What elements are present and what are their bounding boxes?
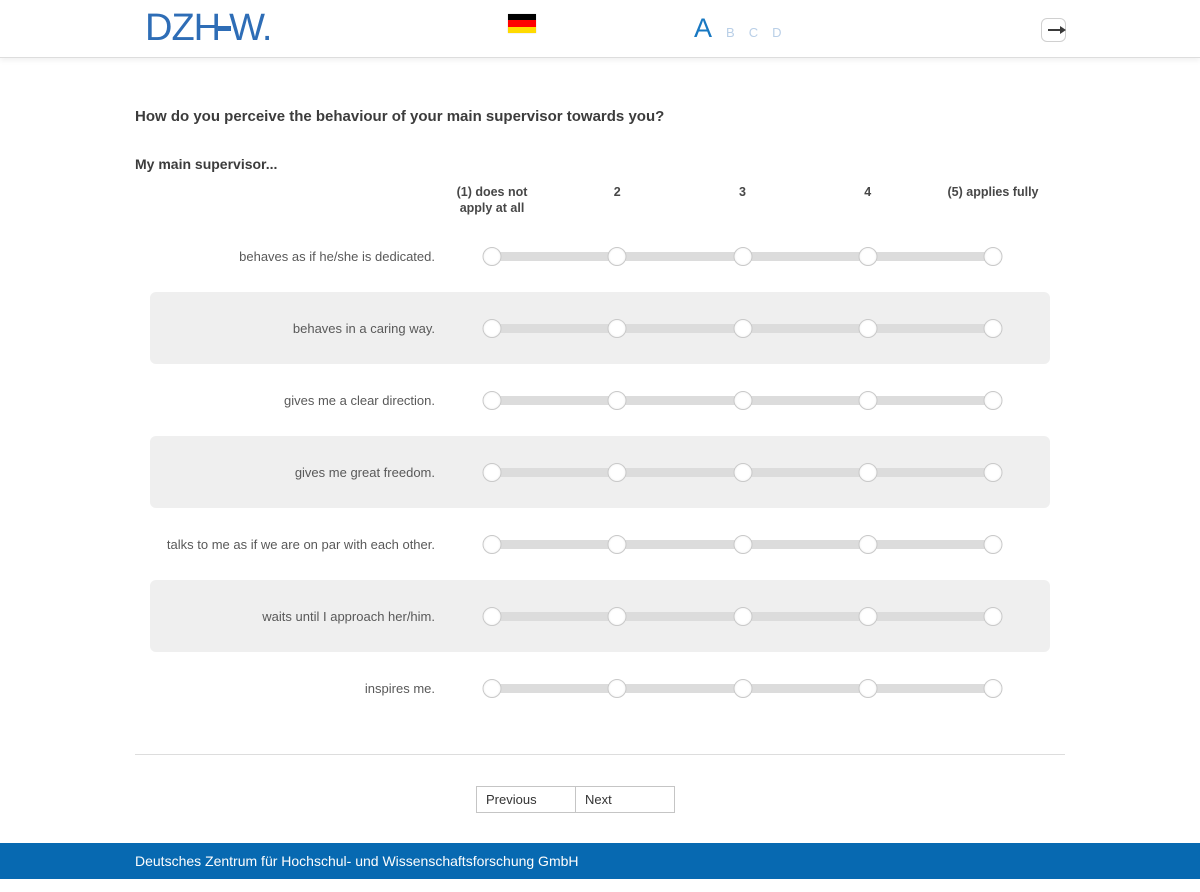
previous-button[interactable]: Previous	[476, 786, 576, 813]
scale-label-1: (1) does not apply at all	[456, 185, 528, 215]
scale-option-2[interactable]	[607, 463, 627, 482]
scale-option-1[interactable]	[482, 679, 502, 698]
section-tab-c[interactable]: C	[748, 25, 759, 40]
scale-option-5[interactable]	[983, 463, 1003, 482]
scale-option-2[interactable]	[607, 391, 627, 410]
scale-label-5: (5) applies fully	[947, 185, 1039, 199]
scale-option-4[interactable]	[858, 679, 878, 698]
scale-option-3[interactable]	[733, 463, 752, 482]
item-row: waits until I approach her/him.	[150, 580, 1050, 652]
item-row: inspires me.	[150, 652, 1050, 724]
rating-slider	[482, 607, 1003, 626]
flag-stripe-red	[508, 20, 536, 27]
content-divider	[135, 754, 1065, 755]
scale-option-3[interactable]	[733, 535, 752, 554]
scale-label-3: 3	[739, 185, 746, 199]
exit-arrow-icon	[1047, 26, 1066, 34]
logo-text-right: W.	[229, 7, 272, 49]
logo-dash	[218, 26, 232, 31]
item-label: gives me great freedom.	[294, 464, 435, 480]
dzhw-logo: DZH W.	[145, 6, 272, 50]
scale-option-3[interactable]	[733, 319, 752, 338]
scale-option-3[interactable]	[733, 391, 752, 410]
rating-slider	[482, 319, 1003, 338]
scale-option-2[interactable]	[607, 319, 627, 338]
scale-option-5[interactable]	[983, 607, 1003, 626]
scale-option-1[interactable]	[482, 535, 502, 554]
scale-option-1[interactable]	[482, 607, 502, 626]
rating-slider	[482, 679, 1003, 698]
german-flag-icon[interactable]	[508, 14, 536, 33]
item-matrix: behaves as if he/she is dedicated. behave…	[0, 220, 1200, 724]
next-button[interactable]: Next	[575, 786, 675, 813]
item-label: behaves as if he/she is dedicated.	[239, 248, 435, 264]
question-intro: My main supervisor...	[135, 156, 278, 172]
scale-option-2[interactable]	[607, 607, 627, 626]
item-row: behaves in a caring way.	[150, 292, 1050, 364]
scale-option-2[interactable]	[607, 247, 627, 266]
scale-option-3[interactable]	[733, 247, 752, 266]
item-row: gives me a clear direction.	[150, 364, 1050, 436]
scale-option-2[interactable]	[607, 679, 627, 698]
item-row: talks to me as if we are on par with eac…	[150, 508, 1050, 580]
scale-label-4: 4	[864, 185, 872, 199]
scale-option-1[interactable]	[482, 319, 502, 338]
scale-option-1[interactable]	[482, 247, 502, 266]
scale-option-1[interactable]	[482, 391, 502, 410]
rating-slider	[482, 535, 1003, 554]
scale-option-5[interactable]	[983, 319, 1003, 338]
nav-buttons: Previous Next	[476, 786, 675, 813]
rating-slider	[482, 247, 1003, 266]
scale-option-5[interactable]	[983, 391, 1003, 410]
scale-label-2: 2	[613, 185, 621, 199]
logo-text-left: DZH	[145, 7, 221, 49]
question-title: How do you perceive the behaviour of you…	[135, 108, 665, 125]
rating-slider	[482, 463, 1003, 482]
scale-header: (1) does not apply at all 2 3 4 (5) applies …	[457, 184, 1039, 220]
item-label: inspires me.	[364, 680, 435, 696]
scale-option-4[interactable]	[858, 607, 878, 626]
scale-option-3[interactable]	[733, 607, 752, 626]
scale-option-4[interactable]	[858, 319, 878, 338]
scale-option-4[interactable]	[858, 391, 878, 410]
scale-option-4[interactable]	[858, 535, 878, 554]
rating-slider	[482, 391, 1003, 410]
section-tab-b[interactable]: B	[726, 25, 735, 40]
scale-option-4[interactable]	[858, 463, 878, 482]
scale-option-5[interactable]	[983, 247, 1003, 266]
item-label: waits until I approach her/him.	[262, 608, 435, 624]
scale-option-4[interactable]	[858, 247, 878, 266]
item-row: behaves as if he/she is dedicated.	[150, 220, 1050, 292]
scale-option-2[interactable]	[607, 535, 627, 554]
item-label: talks to me as if we are on par with eac…	[166, 536, 435, 552]
section-tab-a[interactable]: A	[694, 13, 713, 43]
section-tab-d[interactable]: D	[772, 25, 782, 40]
exit-button[interactable]	[1041, 18, 1066, 42]
item-label: behaves in a caring way.	[292, 320, 435, 336]
flag-stripe-black	[508, 14, 536, 21]
scale-option-5[interactable]	[983, 679, 1003, 698]
scale-option-1[interactable]	[482, 463, 502, 482]
scale-option-5[interactable]	[983, 535, 1003, 554]
item-row: gives me great freedom.	[150, 436, 1050, 508]
flag-stripe-gold	[508, 26, 536, 33]
item-label: gives me a clear direction.	[283, 392, 435, 408]
footer-text: Deutsches Zentrum für Hochschul- und Wis…	[135, 853, 579, 869]
scale-option-3[interactable]	[733, 679, 752, 698]
footer: Deutsches Zentrum für Hochschul- und Wis…	[0, 843, 1200, 879]
